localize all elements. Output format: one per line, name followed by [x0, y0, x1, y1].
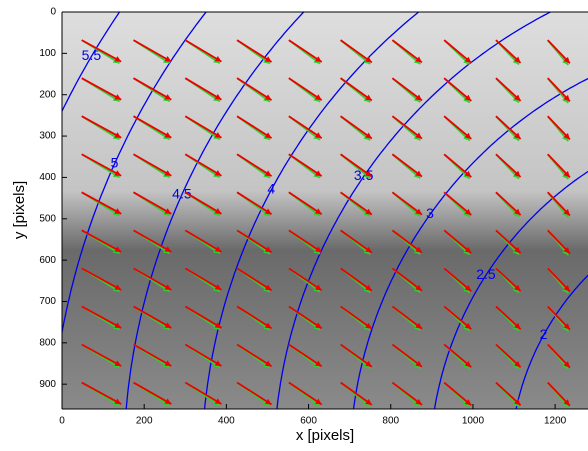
y-tick-label: 100	[39, 48, 56, 59]
chart: 5.554.543.532.52 02004006008001000120001…	[0, 0, 588, 446]
contour-label: 5	[111, 155, 119, 171]
contour-label: 3	[426, 205, 434, 221]
x-tick-label: 1000	[462, 416, 485, 427]
y-tick-label: 300	[39, 131, 56, 142]
y-axis-label: y [pixels]	[11, 181, 28, 239]
x-tick-label: 1200	[544, 416, 567, 427]
x-tick-label: 0	[59, 416, 65, 427]
x-tick-label: 200	[136, 416, 153, 427]
y-tick-label: 700	[39, 296, 56, 307]
y-tick-label: 400	[39, 172, 56, 183]
y-tick-label: 200	[39, 89, 56, 100]
contour-label: 4	[267, 181, 275, 197]
x-axis-label: x [pixels]	[296, 427, 354, 444]
y-tick-label: 600	[39, 255, 56, 266]
y-tick-label: 500	[39, 213, 56, 224]
contour-label: 4.5	[172, 185, 192, 201]
contour-label: 2.5	[476, 266, 496, 282]
y-tick-label: 900	[39, 379, 56, 390]
y-tick-label: 800	[39, 337, 56, 348]
x-tick-label: 600	[300, 416, 317, 427]
x-tick-label: 800	[382, 416, 399, 427]
contour-label: 2	[540, 326, 548, 342]
x-tick-label: 400	[218, 416, 235, 427]
y-tick-label: 0	[50, 7, 56, 18]
